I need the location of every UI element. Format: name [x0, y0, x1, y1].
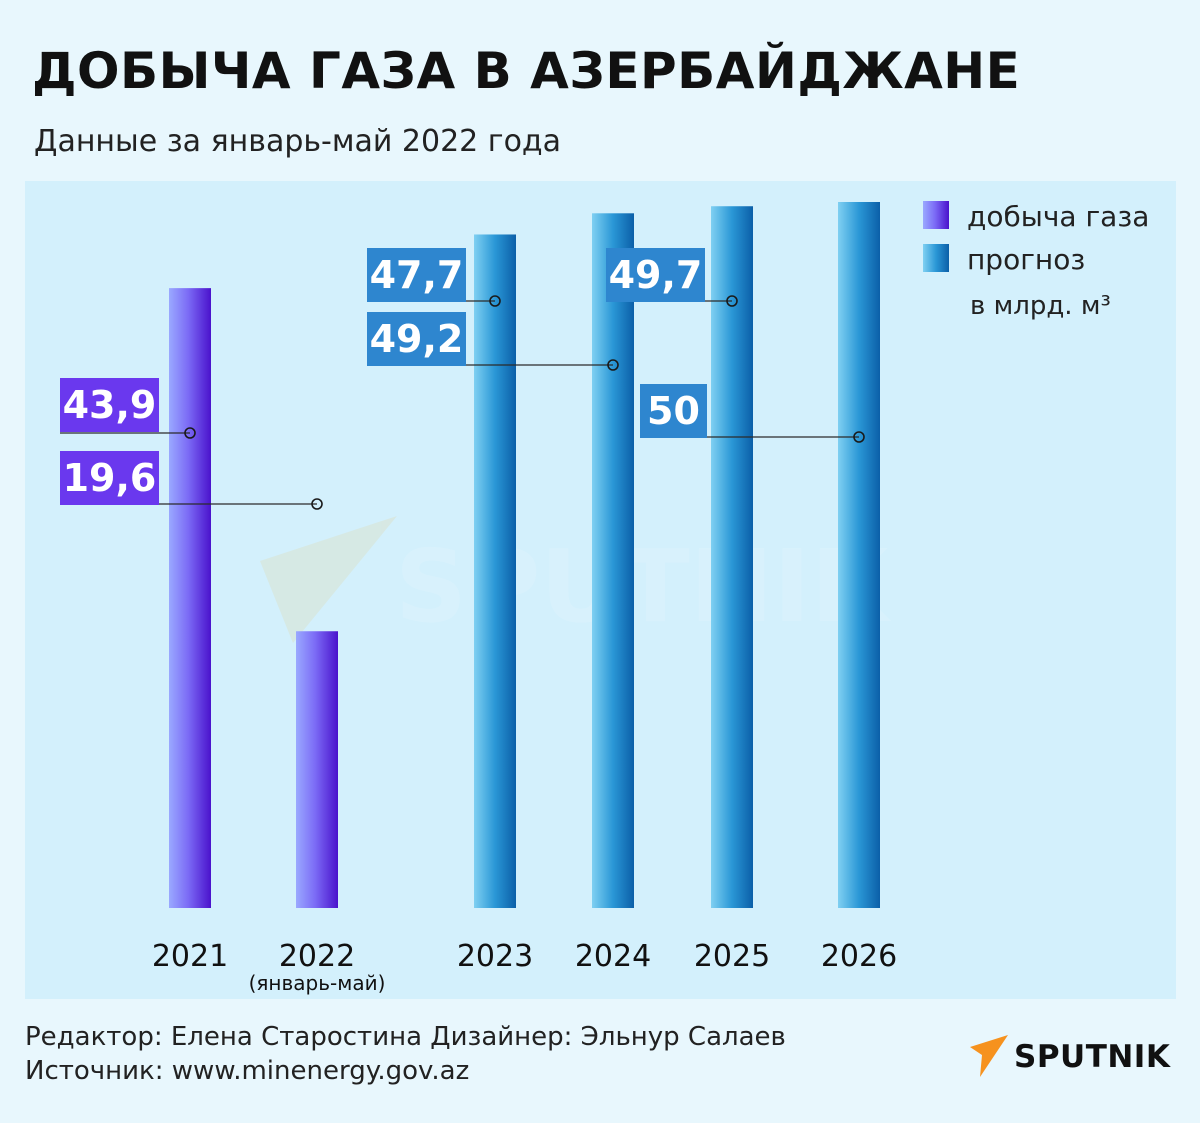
- value-label-box: [640, 384, 707, 438]
- value-label-box: [606, 248, 705, 302]
- data-label: 49,7: [609, 253, 703, 297]
- legend: добыча газа прогноз в млрд. м³: [923, 200, 1149, 321]
- x-tick-label: 2022: [279, 939, 355, 974]
- value-marker-dot: [184, 427, 196, 439]
- value-marker-dot: [726, 295, 738, 307]
- watermark: SPUTNIK: [260, 516, 892, 645]
- chart-panel: SPUTNIK 2021 43,9 2022 (январь-май) 19,6 2023…: [25, 181, 1176, 999]
- data-label: 50: [647, 389, 700, 433]
- logo-text: SPUTNIK: [1014, 1039, 1171, 1075]
- x-tick-label: 2023: [457, 939, 533, 974]
- legend-swatch-actual: [923, 201, 949, 229]
- value-label-box: [367, 248, 466, 302]
- bar-2026: [838, 202, 880, 908]
- value-label-box: [60, 451, 159, 505]
- source-line: Источник: www.minenergy.gov.az: [25, 1056, 470, 1086]
- bar-chart: SPUTNIK 2021 43,9 2022(январь-май) 19,6 2023…: [60, 200, 1149, 995]
- x-tick-label: 2025: [694, 939, 770, 974]
- value-marker-dot: [607, 359, 619, 371]
- legend-label-forecast: прогноз: [967, 243, 1085, 276]
- bar-2021: [169, 288, 211, 908]
- x-tick-sublabel: (январь-май): [249, 971, 386, 995]
- data-label: 47,7: [370, 253, 464, 297]
- bar-2022: [296, 631, 338, 908]
- page-title: ДОБЫЧА ГАЗА В АЗЕРБАЙДЖАНЕ: [32, 42, 1021, 100]
- value-marker-dot: [311, 498, 323, 510]
- bar-2024: [592, 213, 634, 908]
- value-label-box: [60, 378, 159, 432]
- x-tick-label: 2026: [821, 939, 897, 974]
- bar-2023: [474, 234, 516, 908]
- x-tick-label: 2021: [152, 939, 228, 974]
- value-marker-dot: [489, 295, 501, 307]
- sputnik-arrow-icon: [970, 1035, 1008, 1077]
- data-label: 19,6: [63, 456, 157, 500]
- legend-label-actual: добыча газа: [967, 200, 1149, 233]
- data-label: 49,2: [370, 317, 464, 361]
- bar-2025: [711, 206, 753, 909]
- page-subtitle: Данные за январь-май 2022 года: [34, 124, 562, 159]
- legend-swatch-forecast: [923, 244, 949, 272]
- watermark-arrow-icon: [260, 516, 397, 643]
- sputnik-logo: SPUTNIK: [968, 1034, 1170, 1080]
- x-tick-label: 2024: [575, 939, 651, 974]
- data-label: 43,9: [63, 383, 157, 427]
- value-label-box: [367, 312, 466, 366]
- value-marker-dot: [853, 431, 865, 443]
- legend-unit: в млрд. м³: [970, 291, 1111, 321]
- watermark-text: SPUTNIK: [395, 528, 892, 645]
- credits-line: Редактор: Елена Старостина Дизайнер: Эль…: [25, 1022, 786, 1052]
